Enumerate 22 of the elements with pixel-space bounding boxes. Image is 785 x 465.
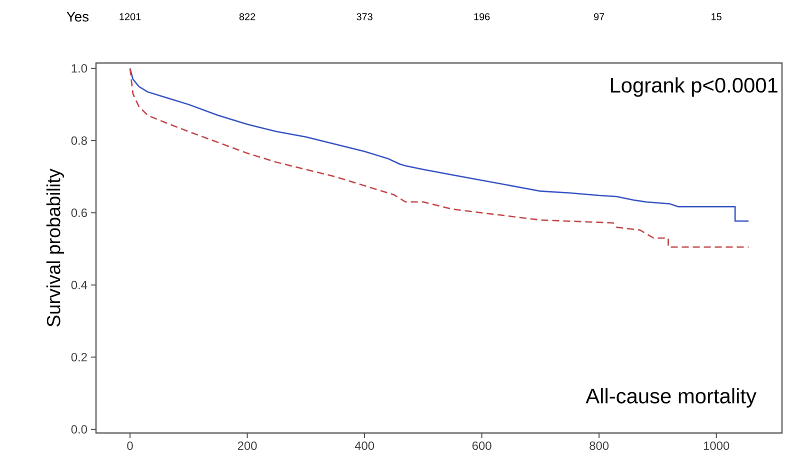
y-axis-title: Survival probability: [46, 168, 64, 327]
y-tick-label: 1.0: [72, 64, 88, 73]
y-tick-label: 0.2: [71, 352, 87, 362]
text: 97: [594, 13, 604, 20]
annotation: Logrank p<0.0001: [610, 77, 778, 97]
text: 196: [474, 13, 490, 20]
x-tick-label: 400: [354, 442, 374, 450]
text: Yes: [66, 12, 89, 22]
x-tick-label: 1000: [704, 442, 730, 450]
y-tick-label: 0.4: [71, 280, 88, 290]
y-tick-label: 0.8: [71, 136, 87, 145]
annotation: All-cause mortality: [586, 388, 756, 408]
text: 15: [712, 13, 722, 20]
x-tick-label: 0: [127, 442, 133, 450]
text: 1201: [120, 13, 141, 20]
y-tick-label: 0.0: [71, 425, 88, 434]
x-tick-label: 600: [472, 442, 492, 450]
x-tick-label: 200: [238, 442, 257, 450]
text: 373: [356, 13, 372, 20]
x-tick-label: 800: [590, 442, 609, 450]
y-tick-label: 0.6: [71, 208, 87, 218]
text: 822: [239, 13, 256, 20]
